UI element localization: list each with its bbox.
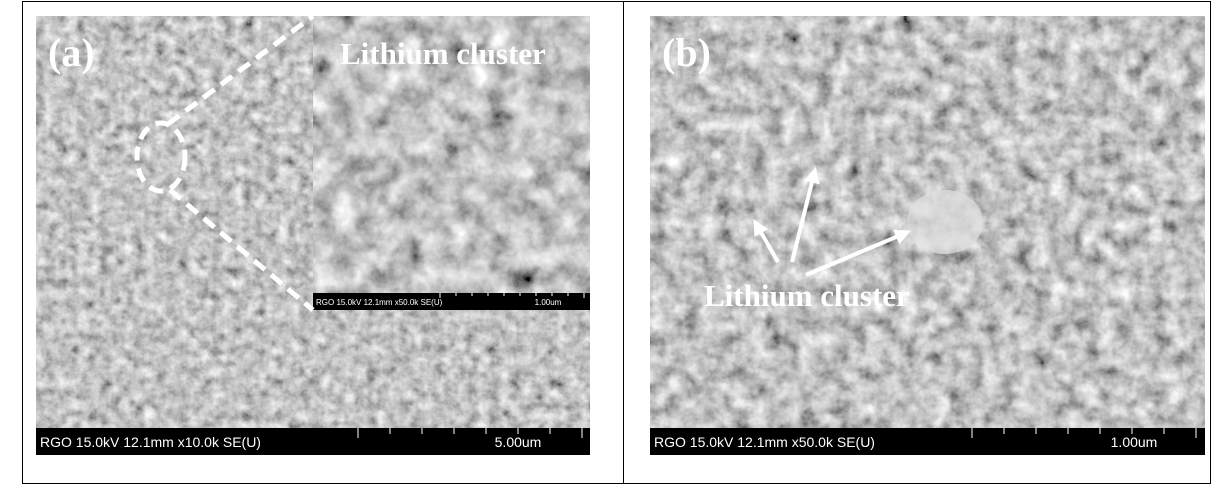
info-text: RGO 15.0kV 12.1mm x50.0k SE(U) — [654, 434, 875, 450]
inset-scale-label: 1.00um — [535, 298, 562, 307]
cluster-highlight — [907, 190, 983, 254]
inset-info-text: RGO 15.0kV 12.1mm x50.0k SE(U) — [316, 298, 443, 307]
panel-label: (a) — [48, 30, 95, 75]
panel-label: (b) — [662, 30, 711, 75]
info-text: RGO 15.0kV 12.1mm x10.0k SE(U) — [40, 434, 261, 450]
annotation: Lithium cluster — [340, 36, 546, 71]
scale-label: 5.00um — [495, 434, 542, 450]
panel-a: RGO 15.0kV 12.1mm x10.0k SE(U) 5.00um RG… — [36, 16, 590, 455]
figure: RGO 15.0kV 12.1mm x10.0k SE(U) 5.00um RG… — [0, 0, 1228, 484]
annotation: Lithium cluster — [704, 278, 910, 313]
panel-b: RGO 15.0kV 12.1mm x50.0k SE(U) 1.00um (b… — [650, 16, 1205, 455]
scale-label: 1.00um — [1111, 434, 1158, 450]
